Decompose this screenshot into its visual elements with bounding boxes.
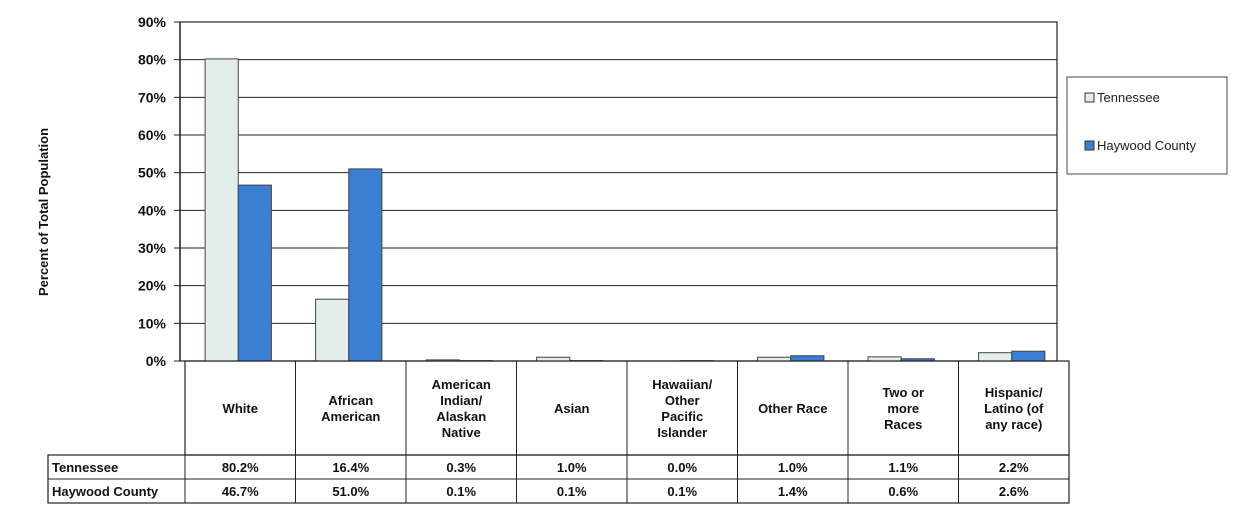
category-label: Pacific bbox=[661, 409, 703, 424]
bar-haywood-county bbox=[348, 168, 383, 362]
y-tick-label: 70% bbox=[138, 89, 167, 105]
category-label: Indian/ bbox=[440, 393, 482, 408]
y-tick-label: 30% bbox=[138, 240, 167, 256]
table-cell-value: 1.4% bbox=[778, 484, 808, 499]
table-cell-value: 1.1% bbox=[888, 460, 918, 475]
category-label: Latino (of bbox=[984, 401, 1044, 416]
table-cell-value: 0.1% bbox=[667, 484, 697, 499]
category-label: Other bbox=[665, 393, 700, 408]
legend-label-tennessee: Tennessee bbox=[1097, 90, 1160, 105]
bar-tennessee bbox=[315, 298, 350, 362]
table-cell-value: 0.1% bbox=[446, 484, 476, 499]
y-tick-label: 80% bbox=[138, 52, 167, 68]
table-cell-value: 0.1% bbox=[557, 484, 587, 499]
y-tick-label: 20% bbox=[138, 278, 167, 294]
bar-tennessee bbox=[867, 356, 902, 362]
category-label: Hispanic/ bbox=[985, 385, 1043, 400]
category-label: American bbox=[432, 377, 491, 392]
y-tick-label: 60% bbox=[138, 127, 167, 143]
y-axis-label: Percent of Total Population bbox=[36, 128, 51, 296]
y-tick-label: 40% bbox=[138, 202, 167, 218]
table-cell-value: 2.2% bbox=[999, 460, 1029, 475]
category-label: more bbox=[887, 401, 919, 416]
table-cell-value: 0.3% bbox=[446, 460, 476, 475]
category-label: Races bbox=[884, 417, 922, 432]
category-label: Two or bbox=[882, 385, 924, 400]
table-cell-value: 0.0% bbox=[667, 460, 697, 475]
legend-label-haywood-county: Haywood County bbox=[1097, 138, 1196, 153]
category-label: Hawaiian/ bbox=[652, 377, 712, 392]
y-tick-label: 0% bbox=[146, 353, 167, 369]
bar-haywood-county bbox=[237, 184, 272, 362]
table-cell-value: 46.7% bbox=[222, 484, 259, 499]
table-row-label-tennessee: Tennessee bbox=[52, 460, 118, 475]
category-label: Alaskan bbox=[436, 409, 486, 424]
bar-tennessee bbox=[978, 352, 1013, 362]
table-cell-value: 0.6% bbox=[888, 484, 918, 499]
table-cell-value: 1.0% bbox=[557, 460, 587, 475]
legend-swatch-tennessee bbox=[1084, 92, 1095, 103]
y-tick-label: 90% bbox=[138, 14, 167, 30]
table-cell-value: 1.0% bbox=[778, 460, 808, 475]
category-label: African bbox=[328, 393, 373, 408]
bar-haywood-county bbox=[1011, 350, 1046, 362]
table-cell-value: 80.2% bbox=[222, 460, 259, 475]
category-label: Native bbox=[442, 425, 481, 440]
y-tick-label: 10% bbox=[138, 315, 167, 331]
category-label: Asian bbox=[554, 401, 589, 416]
table-cell-value: 51.0% bbox=[332, 484, 369, 499]
category-label: any race) bbox=[985, 417, 1042, 432]
legend-swatch-haywood-county bbox=[1084, 140, 1095, 151]
table-cell-value: 16.4% bbox=[332, 460, 369, 475]
table-cell-value: 2.6% bbox=[999, 484, 1029, 499]
table-row-label-haywood-county: Haywood County bbox=[52, 484, 159, 499]
category-label: Other Race bbox=[758, 401, 827, 416]
bar-tennessee bbox=[204, 58, 239, 362]
category-label: American bbox=[321, 409, 380, 424]
category-label: Islander bbox=[657, 425, 707, 440]
y-tick-label: 50% bbox=[138, 165, 167, 181]
plot-area bbox=[179, 21, 1058, 362]
bar-haywood-county bbox=[790, 355, 825, 362]
category-label: White bbox=[223, 401, 258, 416]
